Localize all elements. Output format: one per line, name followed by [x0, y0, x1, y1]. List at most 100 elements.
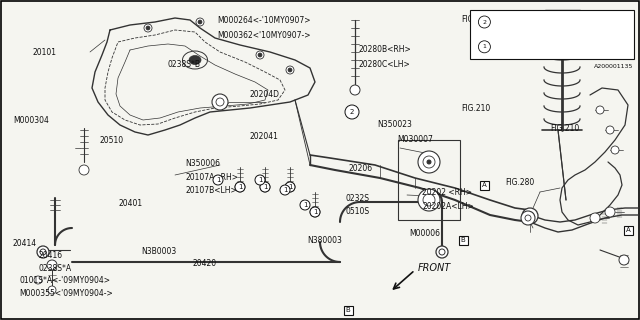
Circle shape: [47, 260, 57, 270]
Circle shape: [37, 246, 49, 258]
Text: M000362<'10MY0907->: M000362<'10MY0907->: [218, 31, 311, 40]
Circle shape: [196, 18, 204, 26]
Ellipse shape: [182, 51, 207, 69]
Circle shape: [521, 211, 535, 225]
Text: 20202A<LH>: 20202A<LH>: [422, 202, 474, 211]
Circle shape: [439, 249, 445, 255]
Ellipse shape: [189, 55, 201, 65]
Text: A: A: [626, 227, 630, 233]
Circle shape: [479, 41, 490, 53]
Text: N380003: N380003: [307, 236, 342, 244]
Text: M370009('10MY0911-): M370009('10MY0911-): [502, 25, 569, 29]
Text: 20416: 20416: [38, 252, 63, 260]
Text: 1: 1: [303, 202, 307, 208]
Circle shape: [350, 85, 360, 95]
Text: 0238S*A: 0238S*A: [38, 264, 72, 273]
Text: 0510S: 0510S: [346, 207, 370, 216]
Circle shape: [418, 189, 440, 211]
Text: A200001135: A200001135: [594, 64, 634, 69]
Text: M00006: M00006: [410, 229, 440, 238]
Circle shape: [606, 126, 614, 134]
Circle shape: [427, 160, 431, 164]
Circle shape: [79, 165, 89, 175]
Circle shape: [345, 105, 359, 119]
Text: 20107B<LH>: 20107B<LH>: [186, 186, 237, 195]
Bar: [398, 140, 460, 220]
Text: 20510: 20510: [99, 136, 124, 145]
Circle shape: [526, 212, 534, 220]
Text: B: B: [346, 307, 350, 313]
Text: 20204D: 20204D: [250, 90, 280, 99]
Text: 20202 <RH>: 20202 <RH>: [422, 188, 472, 196]
Circle shape: [590, 213, 600, 223]
Circle shape: [40, 249, 46, 255]
Bar: [344, 306, 353, 315]
Text: 1: 1: [283, 187, 287, 193]
Text: 20414: 20414: [13, 239, 37, 248]
Text: 0232S: 0232S: [346, 194, 370, 203]
Circle shape: [288, 68, 292, 72]
Text: 20280B<RH>: 20280B<RH>: [358, 45, 411, 54]
Circle shape: [310, 207, 320, 217]
Text: N350006: N350006: [186, 159, 221, 168]
Text: 01013*B: 01013*B: [502, 44, 533, 50]
Circle shape: [423, 194, 435, 206]
Circle shape: [418, 151, 440, 173]
Circle shape: [300, 200, 310, 210]
Text: N3B0003: N3B0003: [141, 247, 176, 256]
Text: N350023: N350023: [378, 120, 412, 129]
Circle shape: [235, 182, 245, 192]
Circle shape: [260, 182, 270, 192]
Circle shape: [213, 175, 223, 185]
Bar: [470, 10, 634, 59]
Text: 20107A<RH>: 20107A<RH>: [186, 173, 239, 182]
Text: 1: 1: [216, 177, 220, 183]
Bar: [623, 226, 632, 235]
Text: M030007: M030007: [397, 135, 433, 144]
Bar: [479, 180, 488, 189]
Bar: [458, 236, 467, 244]
Circle shape: [285, 182, 295, 192]
Text: 202041: 202041: [250, 132, 278, 140]
Text: 20420: 20420: [192, 260, 216, 268]
Circle shape: [235, 182, 245, 192]
Circle shape: [522, 208, 538, 224]
Circle shape: [436, 246, 448, 258]
Circle shape: [596, 106, 604, 114]
Circle shape: [479, 16, 490, 28]
Circle shape: [48, 286, 56, 294]
Text: M000355<'09MY0904->: M000355<'09MY0904->: [19, 289, 113, 298]
Text: M370005(-'10MY0911): M370005(-'10MY0911): [502, 15, 569, 20]
Text: 1: 1: [237, 184, 243, 190]
Text: 1: 1: [258, 177, 262, 183]
Text: 20401: 20401: [118, 199, 143, 208]
Text: FIG.210: FIG.210: [461, 104, 490, 113]
Text: 0238S*B: 0238S*B: [168, 60, 201, 68]
Circle shape: [310, 207, 320, 217]
Circle shape: [285, 182, 295, 192]
Text: FIG.210: FIG.210: [461, 15, 490, 24]
Text: FIG.280: FIG.280: [506, 178, 535, 187]
Text: FRONT: FRONT: [418, 263, 451, 273]
Text: 2: 2: [350, 109, 354, 115]
Text: M000264<-'10MY0907>: M000264<-'10MY0907>: [218, 16, 311, 25]
Circle shape: [525, 215, 531, 221]
Circle shape: [611, 146, 619, 154]
Circle shape: [423, 156, 435, 168]
Circle shape: [144, 24, 152, 32]
Text: 20206: 20206: [349, 164, 373, 172]
Circle shape: [280, 185, 290, 195]
Text: FIG.210: FIG.210: [550, 124, 580, 132]
Circle shape: [212, 94, 228, 110]
Text: 1: 1: [313, 209, 317, 215]
Circle shape: [260, 182, 270, 192]
Text: 0101S*A<-'09MY0904>: 0101S*A<-'09MY0904>: [19, 276, 110, 285]
Circle shape: [286, 66, 294, 74]
Text: 1: 1: [288, 184, 292, 190]
Text: 20101: 20101: [32, 48, 56, 57]
Text: B: B: [461, 237, 465, 243]
Text: M000304: M000304: [13, 116, 49, 124]
Circle shape: [619, 255, 629, 265]
Text: 20280C<LH>: 20280C<LH>: [358, 60, 410, 68]
Text: FIG.210: FIG.210: [550, 45, 580, 54]
